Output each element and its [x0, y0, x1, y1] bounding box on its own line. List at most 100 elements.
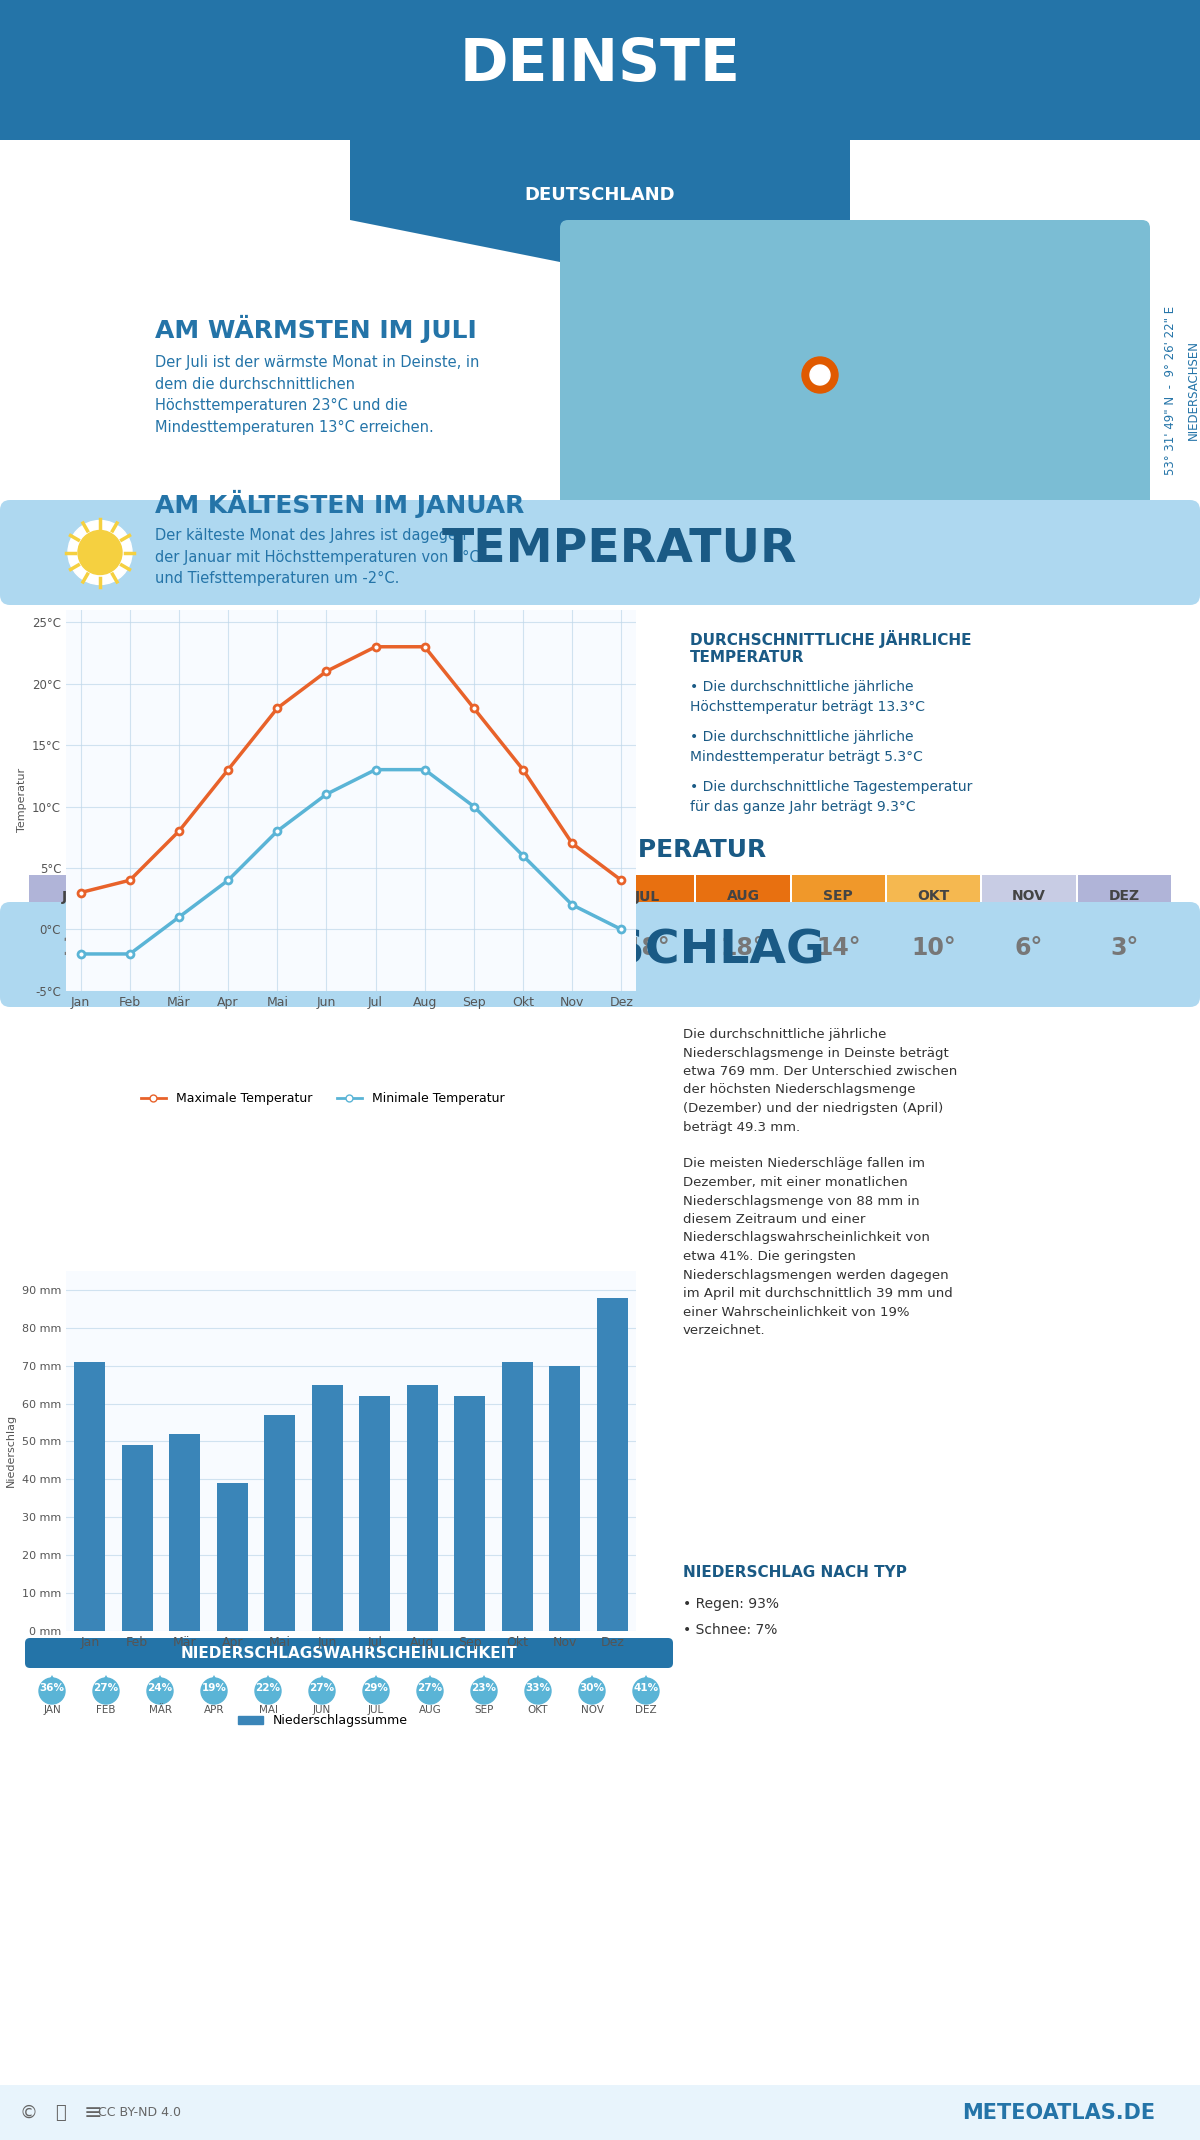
Text: • Die durchschnittliche jährliche
Mindesttemperatur beträgt 5.3°C: • Die durchschnittliche jährliche Mindes…	[690, 730, 923, 764]
Text: NIEDERSCHLAGSWAHRSCHEINLICHKEIT: NIEDERSCHLAGSWAHRSCHEINLICHKEIT	[181, 1646, 517, 1661]
Bar	[217, 1483, 247, 1631]
Text: AUG: AUG	[726, 890, 760, 903]
Polygon shape	[583, 1676, 601, 1691]
Text: TÄGLICHE TEMPERATUR: TÄGLICHE TEMPERATUR	[434, 839, 766, 862]
Text: 22%: 22%	[256, 1682, 281, 1693]
Bar	[220, 918, 313, 978]
Text: NOV: NOV	[1012, 890, 1046, 903]
Text: 18°: 18°	[625, 935, 670, 961]
Circle shape	[810, 366, 830, 385]
Text: SEP: SEP	[823, 890, 853, 903]
Text: CC BY-ND 4.0: CC BY-ND 4.0	[98, 2106, 181, 2119]
Bar	[312, 1385, 343, 1631]
Circle shape	[94, 1678, 119, 1703]
Legend: Maximale Temperatur, Minimale Temperatur: Maximale Temperatur, Minimale Temperatur	[136, 1087, 510, 1111]
Circle shape	[418, 1678, 443, 1703]
Circle shape	[202, 1678, 227, 1703]
Text: ⓘ: ⓘ	[55, 2104, 65, 2123]
Bar	[29, 918, 122, 978]
Bar	[505, 875, 599, 918]
Text: 6°: 6°	[1015, 935, 1043, 961]
Text: AM WÄRMSTEN IM JULI: AM WÄRMSTEN IM JULI	[155, 315, 476, 342]
Circle shape	[70, 924, 130, 984]
Text: DEZ: DEZ	[635, 1706, 656, 1714]
Text: NIEDERSCHLAG NACH TYP: NIEDERSCHLAG NACH TYP	[683, 1564, 907, 1579]
Bar	[264, 1415, 295, 1631]
Text: Der kälteste Monat des Jahres ist dagegen
der Januar mit Höchsttemperaturen von : Der kälteste Monat des Jahres ist dagege…	[155, 529, 480, 586]
Bar	[696, 875, 790, 918]
Text: MÄR: MÄR	[248, 890, 284, 903]
Text: OKT: OKT	[528, 1706, 548, 1714]
FancyBboxPatch shape	[560, 220, 1150, 531]
Text: 27%: 27%	[310, 1682, 335, 1693]
Bar	[601, 918, 695, 978]
Bar	[983, 875, 1075, 918]
Text: MÄR: MÄR	[149, 1706, 172, 1714]
Text: JAN: JAN	[62, 890, 90, 903]
Bar	[596, 1297, 628, 1631]
Y-axis label: Temperatur: Temperatur	[17, 768, 26, 832]
Bar	[407, 1385, 438, 1631]
Text: APR: APR	[346, 890, 378, 903]
Bar	[359, 1395, 390, 1631]
Bar	[1078, 918, 1171, 978]
Text: JUL: JUL	[635, 890, 660, 903]
Text: MAI: MAI	[442, 890, 472, 903]
Polygon shape	[259, 1676, 277, 1691]
Text: 36%: 36%	[40, 1682, 65, 1693]
Bar	[169, 1434, 200, 1631]
Bar	[502, 1361, 533, 1631]
Text: AUG: AUG	[419, 1706, 442, 1714]
Text: 30%: 30%	[580, 1682, 605, 1693]
Text: 27%: 27%	[94, 1682, 119, 1693]
Text: 16°: 16°	[530, 935, 575, 961]
Text: 27%: 27%	[418, 1682, 443, 1693]
Circle shape	[68, 520, 132, 584]
Text: ≡: ≡	[84, 2104, 102, 2123]
Text: DURCHSCHNITTLICHE JÄHRLICHE
TEMPERATUR: DURCHSCHNITTLICHE JÄHRLICHE TEMPERATUR	[690, 629, 972, 666]
Text: 18°: 18°	[721, 935, 766, 961]
Text: 1°: 1°	[157, 935, 185, 961]
Text: OKT: OKT	[918, 890, 949, 903]
Bar	[29, 875, 122, 918]
Text: ☂: ☂	[77, 927, 124, 978]
Text: TEMPERATUR: TEMPERATUR	[443, 526, 798, 571]
Text: DEINSTE: DEINSTE	[460, 36, 740, 94]
Bar	[314, 875, 408, 918]
Text: 23%: 23%	[472, 1682, 497, 1693]
Polygon shape	[529, 1676, 547, 1691]
Circle shape	[256, 1678, 281, 1703]
Bar	[125, 918, 217, 978]
Text: JAN: JAN	[43, 1706, 61, 1714]
Bar	[887, 875, 980, 918]
Text: 33%: 33%	[526, 1682, 551, 1693]
Bar	[455, 1395, 485, 1631]
Legend: Niederschlagssumme: Niederschlagssumme	[233, 1710, 413, 1731]
Text: • Die durchschnittliche Tagestemperatur
für das ganze Jahr beträgt 9.3°C: • Die durchschnittliche Tagestemperatur …	[690, 779, 972, 813]
Polygon shape	[350, 139, 850, 270]
Text: ❧: ❧	[53, 32, 118, 107]
Bar	[601, 875, 695, 918]
Text: 41%: 41%	[634, 1682, 659, 1693]
Circle shape	[580, 1678, 605, 1703]
Text: 19%: 19%	[202, 1682, 227, 1693]
Polygon shape	[97, 1676, 115, 1691]
Text: 53° 31' 49" N  -  9° 26' 22" E
NIEDERSACHSEN: 53° 31' 49" N - 9° 26' 22" E NIEDERSACHS…	[1164, 306, 1200, 475]
Text: 3°: 3°	[1110, 935, 1139, 961]
Polygon shape	[421, 1676, 439, 1691]
Text: ©: ©	[19, 2104, 37, 2123]
Bar	[696, 918, 790, 978]
Text: 9°: 9°	[348, 935, 376, 961]
Text: 5°: 5°	[252, 935, 281, 961]
Circle shape	[634, 1678, 659, 1703]
Bar	[122, 1444, 152, 1631]
Text: • Regen: 93%: • Regen: 93%	[683, 1596, 779, 1611]
Text: NOV: NOV	[581, 1706, 604, 1714]
Polygon shape	[43, 1676, 61, 1691]
Bar	[0, 2084, 1200, 2140]
Circle shape	[802, 357, 838, 394]
Polygon shape	[475, 1676, 493, 1691]
Text: METEOATLAS.DE: METEOATLAS.DE	[962, 2104, 1154, 2123]
Bar	[505, 918, 599, 978]
Polygon shape	[367, 1676, 385, 1691]
